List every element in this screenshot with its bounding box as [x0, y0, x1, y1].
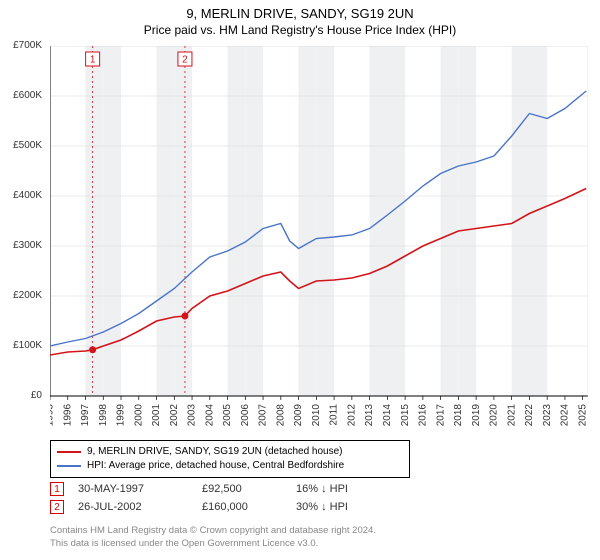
- sale-row: 1 30-MAY-1997 £92,500 16% ↓ HPI: [50, 480, 396, 498]
- svg-text:2016: 2016: [418, 404, 429, 427]
- sale-hpi-pct: 16% ↓ HPI: [296, 483, 396, 495]
- svg-text:2013: 2013: [364, 404, 375, 427]
- address-title: 9, MERLIN DRIVE, SANDY, SG19 2UN: [0, 6, 600, 21]
- svg-text:2011: 2011: [329, 404, 340, 426]
- svg-text:2012: 2012: [346, 404, 357, 427]
- legend-box: 9, MERLIN DRIVE, SANDY, SG19 2UN (detach…: [50, 440, 410, 478]
- svg-text:1999: 1999: [116, 404, 127, 427]
- y-tick-label: £200K: [13, 290, 42, 301]
- sale-price: £160,000: [202, 501, 282, 513]
- chart-container: 9, MERLIN DRIVE, SANDY, SG19 2UN Price p…: [0, 0, 600, 560]
- y-axis-labels: £0£100K£200K£300K£400K£500K£600K£700K: [0, 46, 46, 396]
- svg-text:2021: 2021: [506, 404, 517, 427]
- sale-marker-box: 1: [50, 482, 64, 496]
- subtitle: Price paid vs. HM Land Registry's House …: [0, 23, 600, 37]
- svg-text:2009: 2009: [293, 404, 304, 427]
- svg-text:1997: 1997: [80, 404, 91, 427]
- y-tick-label: £300K: [13, 240, 42, 251]
- svg-text:2001: 2001: [151, 404, 162, 427]
- sale-date: 26-JUL-2002: [78, 501, 188, 513]
- sale-marker-box: 2: [50, 500, 64, 514]
- svg-text:2022: 2022: [524, 404, 535, 427]
- sale-hpi-pct: 30% ↓ HPI: [296, 501, 396, 513]
- title-block: 9, MERLIN DRIVE, SANDY, SG19 2UN Price p…: [0, 0, 600, 37]
- y-tick-label: £700K: [13, 40, 42, 51]
- legend-swatch: [57, 451, 81, 453]
- legend-label: HPI: Average price, detached house, Cent…: [87, 459, 344, 473]
- legend-row: HPI: Average price, detached house, Cent…: [57, 459, 403, 473]
- svg-text:2018: 2018: [453, 404, 464, 427]
- y-tick-label: £500K: [13, 140, 42, 151]
- svg-text:2024: 2024: [560, 404, 571, 427]
- svg-text:2017: 2017: [435, 404, 446, 427]
- svg-text:2010: 2010: [311, 404, 322, 427]
- y-tick-label: £600K: [13, 90, 42, 101]
- svg-text:2007: 2007: [258, 404, 269, 427]
- attribution: Contains HM Land Registry data © Crown c…: [50, 524, 376, 550]
- svg-text:2002: 2002: [169, 404, 180, 427]
- sale-date: 30-MAY-1997: [78, 483, 188, 495]
- svg-text:2: 2: [182, 55, 188, 66]
- legend-swatch: [57, 465, 81, 467]
- svg-text:1: 1: [90, 55, 96, 66]
- sale-price: £92,500: [202, 483, 282, 495]
- svg-text:2014: 2014: [382, 404, 393, 427]
- legend-label: 9, MERLIN DRIVE, SANDY, SG19 2UN (detach…: [87, 445, 342, 459]
- svg-text:2000: 2000: [133, 404, 144, 427]
- svg-text:2004: 2004: [204, 404, 215, 427]
- y-tick-label: £400K: [13, 190, 42, 201]
- sale-row: 2 26-JUL-2002 £160,000 30% ↓ HPI: [50, 498, 396, 516]
- svg-text:2025: 2025: [577, 404, 588, 427]
- svg-text:2003: 2003: [187, 404, 198, 427]
- attribution-line: Contains HM Land Registry data © Crown c…: [50, 524, 376, 537]
- legend-row: 9, MERLIN DRIVE, SANDY, SG19 2UN (detach…: [57, 445, 403, 459]
- chart-svg: 1995 1996 1997 1998 1999 2000 2001 2002 2003 2004…: [50, 46, 588, 436]
- y-tick-label: £100K: [13, 340, 42, 351]
- svg-text:2005: 2005: [222, 404, 233, 427]
- svg-text:1995: 1995: [50, 404, 56, 427]
- svg-text:1998: 1998: [98, 404, 109, 427]
- svg-text:2006: 2006: [240, 404, 251, 427]
- y-tick-label: £0: [31, 390, 42, 401]
- svg-text:2008: 2008: [275, 404, 286, 427]
- svg-text:1996: 1996: [62, 404, 73, 427]
- svg-text:2015: 2015: [400, 404, 411, 427]
- svg-text:2023: 2023: [542, 404, 553, 427]
- svg-text:2020: 2020: [489, 404, 500, 427]
- svg-text:2019: 2019: [471, 404, 482, 427]
- sale-rows: 1 30-MAY-1997 £92,500 16% ↓ HPI 2 26-JUL…: [50, 480, 396, 516]
- chart-area: 1995199619971998199920002001200220032004…: [50, 46, 588, 396]
- attribution-line: This data is licensed under the Open Gov…: [50, 537, 376, 550]
